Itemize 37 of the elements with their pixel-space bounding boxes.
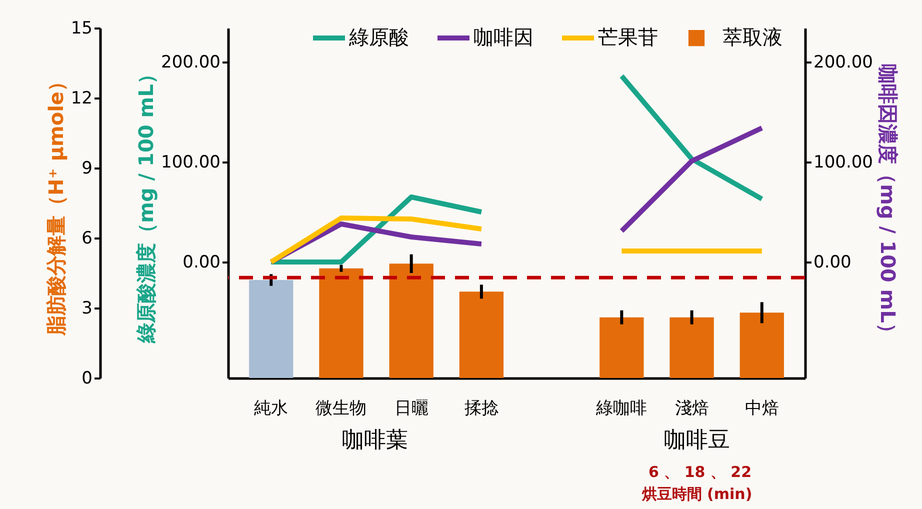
text: 6 、 18 、 22 xyxy=(648,463,752,481)
bar xyxy=(319,268,364,378)
legend-label: 萃取液 xyxy=(722,25,782,49)
x-tick-label: 揉捻 xyxy=(464,398,498,418)
bar xyxy=(459,292,504,378)
bar xyxy=(740,312,784,378)
y-tick-label: 0.00 xyxy=(182,252,220,272)
x-tick-label: 綠咖啡 xyxy=(595,398,648,418)
x-tick-label: 微生物 xyxy=(316,398,367,418)
y-tick-label: 100.00 xyxy=(161,152,220,172)
text: 烘豆時間 (min) xyxy=(640,485,752,503)
bar xyxy=(670,317,714,378)
bar xyxy=(249,280,294,378)
y2-axis-title: 咖啡因濃度（mg / 100 mL） xyxy=(876,64,900,343)
x-tick-label: 純水 xyxy=(254,398,288,418)
x-tick-label: 中焙 xyxy=(744,398,779,418)
y2-tick-label: 200.00 xyxy=(814,52,873,72)
y3-tick-label: 3 xyxy=(82,298,92,318)
x-tick-label: 日曬 xyxy=(394,398,428,418)
y3-tick-label: 15 xyxy=(70,18,92,38)
legend-label: 咖啡因 xyxy=(474,25,534,49)
text: 咖啡豆 xyxy=(664,428,730,453)
y-tick-label: 200.00 xyxy=(161,52,220,72)
y3-tick-label: 0 xyxy=(82,368,92,388)
y3-tick-label: 12 xyxy=(70,88,92,108)
y3-axis-title: 脂肪酸分解量（H⁺ µmole） xyxy=(44,72,68,336)
y2-tick-label: 100.00 xyxy=(814,152,873,172)
y3-tick-label: 9 xyxy=(82,158,92,178)
y2-tick-label: 0.00 xyxy=(814,252,852,272)
y-axis-title: 綠原酸濃度（mg / 100 mL） xyxy=(134,64,158,344)
text: 咖啡葉 xyxy=(342,428,408,453)
bar xyxy=(389,264,434,378)
legend-label: 綠原酸 xyxy=(348,25,409,49)
y3-tick-label: 6 xyxy=(82,228,92,248)
x-tick-label: 淺焙 xyxy=(674,398,709,418)
bar xyxy=(600,317,644,378)
legend-label: 芒果苷 xyxy=(598,25,658,49)
